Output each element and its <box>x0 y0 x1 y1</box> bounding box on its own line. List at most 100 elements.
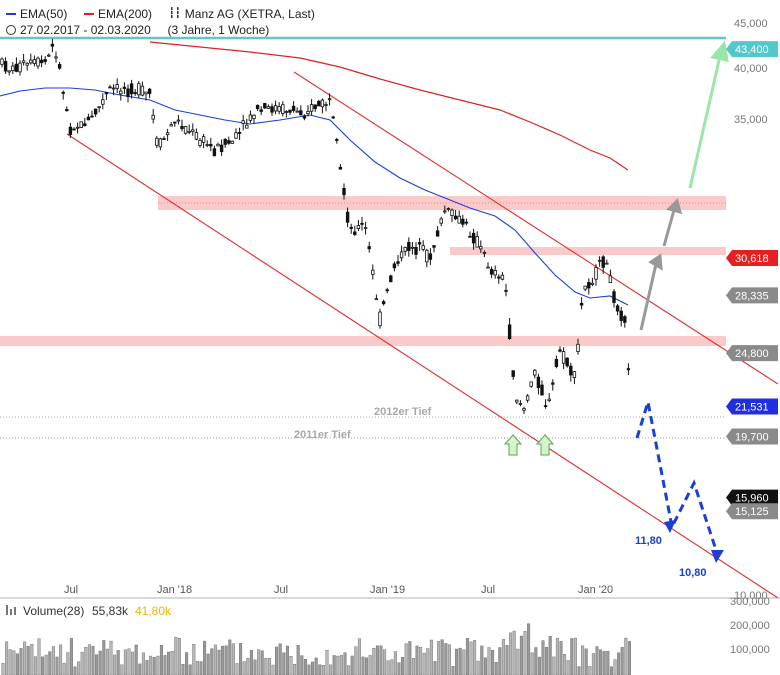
volume-bar <box>307 664 311 675</box>
volume-bar <box>487 647 491 675</box>
candle <box>155 135 159 149</box>
y-tick-label: 45,000 <box>734 18 768 30</box>
candle <box>248 110 253 123</box>
price-tag: 30,618 <box>726 250 778 267</box>
candle <box>223 138 227 148</box>
price-tag: 15,125 <box>726 503 778 520</box>
volume-bar <box>339 655 343 675</box>
candle <box>540 380 544 396</box>
volume-bar <box>84 646 88 675</box>
volume-bar <box>249 650 253 675</box>
volume-tick-label: 300,000 <box>730 596 770 608</box>
candle <box>129 79 134 99</box>
x-tick-label: Jul <box>64 584 78 596</box>
volume-bar <box>606 651 610 675</box>
candle <box>601 255 605 274</box>
volume-bar <box>131 651 135 675</box>
volume-bar <box>66 652 70 675</box>
volume-bar <box>455 648 459 675</box>
volume-bar <box>429 639 433 675</box>
channel-lower <box>66 133 779 599</box>
candle <box>47 53 51 58</box>
candle <box>140 81 145 97</box>
candle <box>605 259 609 265</box>
volume-bar <box>379 645 383 675</box>
volume-bar <box>480 645 484 675</box>
candle <box>263 102 267 110</box>
volume-bar <box>447 644 451 675</box>
volume-icon <box>10 609 12 615</box>
candle <box>57 61 62 70</box>
candle <box>572 370 577 385</box>
volume-bar <box>37 638 41 675</box>
zone-19700 <box>0 336 726 346</box>
volume-bar <box>293 664 297 675</box>
candle <box>471 228 476 250</box>
candle <box>176 114 181 125</box>
candle <box>3 57 8 74</box>
volume-bar <box>138 663 142 675</box>
up-arrow-icon <box>535 434 555 456</box>
volume-bar <box>476 660 480 675</box>
candle <box>583 285 587 291</box>
candle <box>187 124 191 135</box>
volume-bar <box>242 661 246 675</box>
grey-arrows <box>639 198 683 331</box>
candle <box>133 88 137 96</box>
candle <box>551 379 555 391</box>
volume-bar <box>401 656 405 675</box>
volume-bar <box>404 643 408 675</box>
candle <box>363 221 368 235</box>
volume-bar <box>282 652 286 675</box>
candle <box>569 362 573 382</box>
volume-bar <box>537 656 541 675</box>
volume-bar <box>563 654 567 675</box>
volume-bar <box>206 653 210 675</box>
candle <box>392 261 397 272</box>
candle <box>396 255 400 267</box>
x-tick-label: Jan '20 <box>578 584 613 596</box>
channel-upper <box>293 71 779 385</box>
volume-bar <box>210 648 214 675</box>
target-1180-label: 11,80 <box>635 535 662 547</box>
candle <box>201 133 206 149</box>
volume-bar <box>278 643 282 675</box>
candle <box>237 127 242 141</box>
volume-bar <box>257 649 261 675</box>
volume-bar <box>494 661 498 675</box>
instrument-label: Manz AG (XETRA, Last) <box>184 6 315 21</box>
volume-bar <box>426 648 430 675</box>
candle <box>90 110 94 118</box>
volume-bar <box>444 643 448 675</box>
volume-bar <box>314 657 318 675</box>
volume-bar <box>253 659 257 675</box>
volume-bar <box>465 638 469 675</box>
candle <box>356 219 361 231</box>
volume-bar <box>354 646 358 675</box>
candle <box>32 55 37 67</box>
volume-bar <box>8 649 12 675</box>
volume-bar <box>627 641 631 675</box>
volume-bar <box>613 659 617 675</box>
candle <box>97 106 101 113</box>
volume-bar <box>581 645 585 675</box>
volume-bar <box>325 650 329 675</box>
volume-bar <box>156 655 160 675</box>
volume-bar <box>350 655 354 675</box>
candle <box>209 137 213 152</box>
volume-bar <box>516 648 520 675</box>
volume-bar <box>437 641 441 675</box>
candle <box>259 106 263 116</box>
candle <box>590 277 595 287</box>
candle <box>435 226 440 237</box>
candle <box>533 369 537 379</box>
volume-bar <box>519 635 523 675</box>
volume-bar <box>419 647 423 675</box>
chart-legend: EMA(50) EMA(200) ┇┇ Manz AG (XETRA, Last)… <box>6 5 315 37</box>
volume-bar <box>584 648 588 675</box>
volume-bar <box>336 655 340 675</box>
volume-bar <box>289 656 293 675</box>
candle <box>327 93 332 106</box>
volume-tick-label: 100,000 <box>730 644 770 656</box>
volume-bar <box>545 647 549 675</box>
